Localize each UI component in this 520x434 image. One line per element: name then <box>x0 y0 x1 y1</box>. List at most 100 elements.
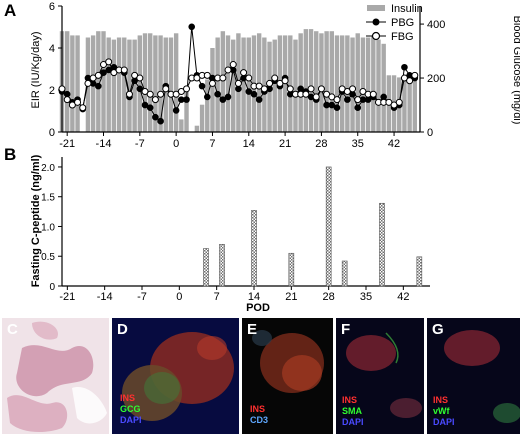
legend: Insulin PBG FBG <box>366 3 423 43</box>
pbg-point <box>95 82 102 90</box>
legend-marker-pbg <box>372 18 380 26</box>
x-tick-label: -21 <box>59 138 75 150</box>
fbg-point <box>281 77 289 85</box>
legend-marker-fbg <box>371 31 381 41</box>
micrograph-d: D INS GCG DAPI <box>112 318 239 434</box>
pbg-point <box>250 90 258 98</box>
insulin-bar <box>158 35 163 132</box>
insulin-bar <box>148 33 153 132</box>
y-tick-label: 1.5 <box>41 193 55 204</box>
fbg-point <box>105 58 113 66</box>
insulin-bar <box>194 125 200 132</box>
fbg-point <box>74 98 82 106</box>
insulin-bar <box>96 31 101 133</box>
y-tick-label-left: 4 <box>49 43 55 55</box>
c-peptide-bar <box>251 210 257 287</box>
insulin-bar <box>355 33 360 132</box>
stain-sma-f: SMA <box>342 406 362 416</box>
pbg-point <box>105 66 112 74</box>
stain-ins-g: INS <box>433 395 449 405</box>
fbg-point <box>271 74 279 82</box>
insulin-bar <box>329 31 334 133</box>
insulin-bar <box>179 119 184 132</box>
insulin-bar <box>412 75 418 132</box>
fbg-point <box>162 85 170 93</box>
c-peptide-bar <box>416 256 423 287</box>
pbg-point <box>333 104 341 112</box>
insulin-bar <box>153 35 158 132</box>
chart-b: 0 0.5 1.0 1.5 2.0 -21 -14 -7 0 7 14 21 28 35 42 Fastin… <box>30 154 430 314</box>
y-tick-label-right: 0 <box>427 127 433 139</box>
panel-e-letter: E <box>247 321 258 338</box>
x-tick-label: 7 <box>214 291 220 303</box>
insulin-bar <box>314 31 319 133</box>
insulin-bar <box>231 39 236 132</box>
fbg-point <box>229 61 237 69</box>
insulin-bar <box>402 75 407 132</box>
insulin-bar <box>205 79 210 132</box>
pbg-point <box>328 101 336 109</box>
insulin-bar <box>360 37 366 132</box>
fbg-point <box>136 74 144 82</box>
insulin-bar <box>199 104 205 132</box>
fbg-point <box>224 66 232 74</box>
fbg-point <box>219 74 227 82</box>
micrograph-e: E INS CD3 <box>242 318 333 434</box>
c-peptide-bar <box>325 166 332 287</box>
fbg-point <box>302 90 310 98</box>
fbg-point <box>146 90 154 98</box>
stain-ins-f: INS <box>342 395 358 405</box>
pbg-point <box>198 82 206 90</box>
fbg-point <box>234 79 242 87</box>
x-tick-label: 0 <box>176 291 182 303</box>
y-tick-label: 1.0 <box>41 222 55 233</box>
y-tick-label-left: 6 <box>49 1 55 13</box>
x-tick-label: 42 <box>388 138 400 150</box>
panel-c-letter: C <box>7 321 18 338</box>
pbg-point <box>183 96 190 103</box>
x-tick-label: 28 <box>323 291 335 303</box>
fbg-point <box>395 98 403 106</box>
pbg-point <box>141 101 149 109</box>
c-peptide-bar <box>203 248 209 287</box>
insulin-bar <box>262 37 267 132</box>
stain-gcg-d: GCG <box>120 404 141 414</box>
x-tick-label: 35 <box>360 291 372 303</box>
fbg-point <box>349 85 357 93</box>
insulin-bar <box>64 31 70 133</box>
x-tick-label: -7 <box>137 291 147 303</box>
c-peptide-bar <box>379 202 385 287</box>
pbg-point <box>157 117 164 125</box>
insulin-bar <box>324 31 329 133</box>
pbg-point <box>136 85 144 93</box>
fbg-point <box>312 93 320 101</box>
x-tick-label: -14 <box>97 291 113 303</box>
insulin-bar <box>111 39 117 132</box>
x-tick-label: -7 <box>135 138 145 150</box>
y-axis-label-right: Blood Glucose (mg/dl) <box>511 16 520 125</box>
fbg-point <box>369 90 377 98</box>
fbg-point <box>208 79 216 87</box>
insulin-bar <box>137 35 143 132</box>
panel-d-letter: D <box>117 321 128 338</box>
insulin-bar <box>376 39 381 132</box>
insulin-bar <box>70 35 75 132</box>
insulin-bar <box>122 37 127 132</box>
fbg-point <box>120 66 128 74</box>
stain-dapi-f: DAPI <box>342 417 364 427</box>
insulin-bar <box>365 37 371 132</box>
micrograph-c: C <box>2 318 109 434</box>
stain-dapi-d: DAPI <box>120 415 142 425</box>
y-tick-label-left: 2 <box>49 85 55 97</box>
x-tick-label: 21 <box>285 291 297 303</box>
insulin-bar <box>381 43 386 132</box>
fbg-point <box>333 96 341 104</box>
x-tick-label: 28 <box>315 138 327 150</box>
insulin-bar <box>334 35 340 132</box>
pbg-point <box>245 88 253 95</box>
insulin-bar <box>184 87 189 132</box>
panel-f-letter: F <box>341 321 351 338</box>
x-tick-label: 14 <box>248 291 260 303</box>
legend-label-fbg: FBG <box>391 31 414 43</box>
insulin-bar <box>371 35 376 132</box>
